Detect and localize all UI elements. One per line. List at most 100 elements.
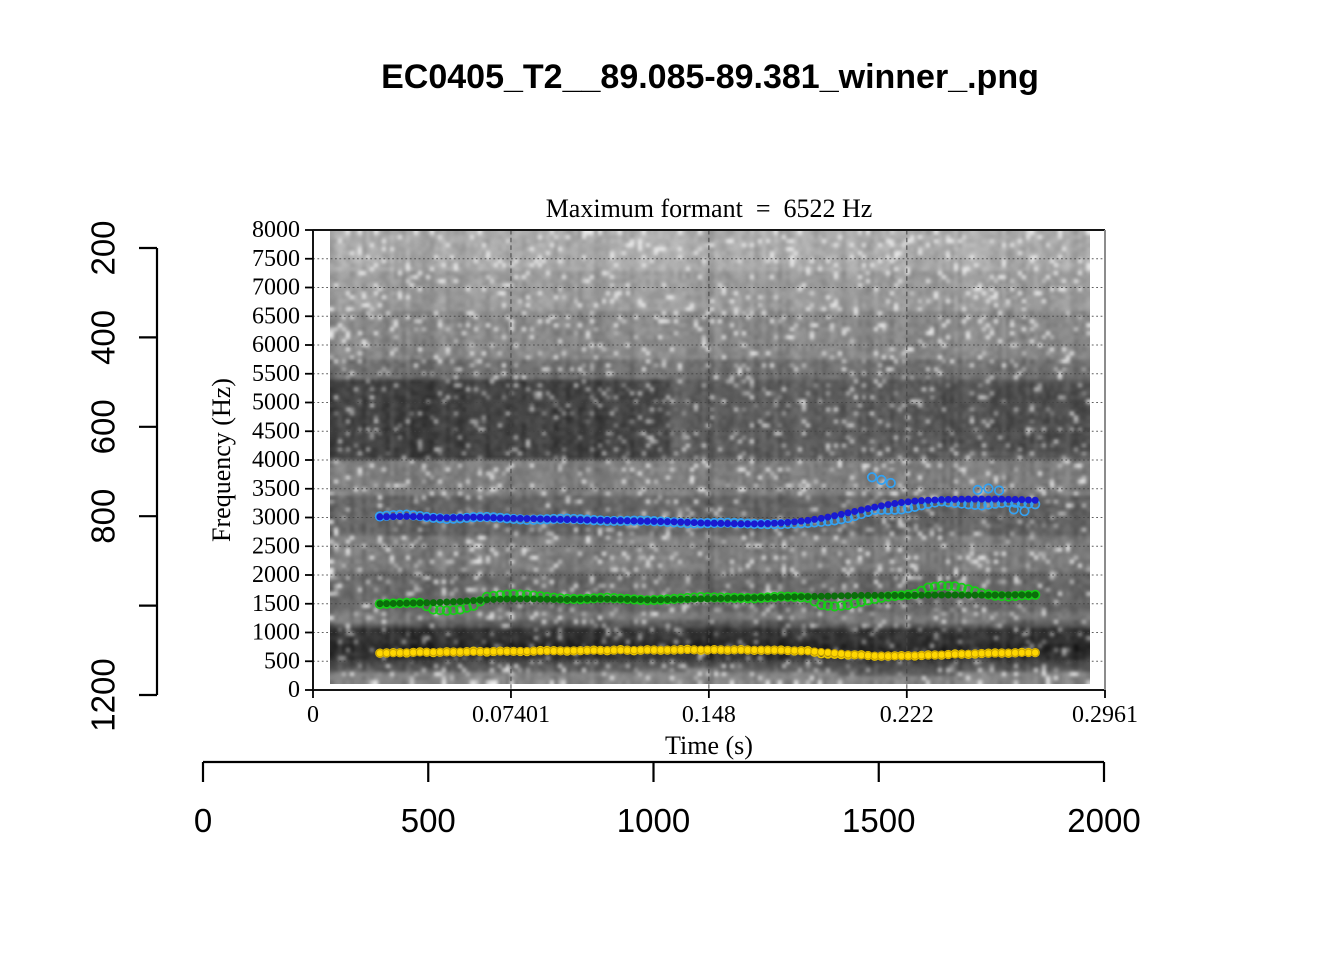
f2-winner-track-dot xyxy=(623,595,631,603)
f2-winner-track-dot xyxy=(931,591,939,599)
f1-winner-track-dot xyxy=(924,651,933,660)
f1-winner-track-dot xyxy=(375,649,384,658)
f3-winner-track-dot xyxy=(443,514,451,522)
f3-winner-track-dot xyxy=(657,518,665,526)
f1-winner-track-dot xyxy=(890,651,899,661)
f2-winner-track-dot xyxy=(991,591,999,599)
f1-winner-track-dot xyxy=(703,645,712,654)
f1-winner-track-dot xyxy=(937,650,946,659)
f3-winner-track-dot xyxy=(697,519,705,527)
x-axis-tick-labels: 0 0.07401 0.148 0.222 0.2961 xyxy=(307,702,1138,728)
f3-winner-track-dot xyxy=(503,514,511,522)
f1-winner-track-dot xyxy=(776,646,786,655)
f3-winner-track-dot xyxy=(436,514,444,522)
f1-winner-track-dot xyxy=(690,645,699,654)
y-tick-label: 3000 xyxy=(252,505,300,531)
f3-winner-track-dot xyxy=(944,496,952,504)
f2-winner-track-dot xyxy=(958,591,966,599)
f2-winner-track-dot xyxy=(998,591,1006,599)
f3-winner-track-dot xyxy=(630,517,638,525)
f2-winner-track-dot xyxy=(463,597,471,605)
f2-winner-track-dot xyxy=(938,591,946,599)
f1-winner-track-dot xyxy=(723,645,732,655)
f1-winner-track-dot xyxy=(1004,648,1013,658)
f3-winner-track-dot xyxy=(576,516,584,524)
f1-winner-track-dot xyxy=(977,649,986,658)
f3-winner-track-dot xyxy=(623,517,631,525)
f2-winner-track-dot xyxy=(951,591,959,599)
f3-winner-track-dot xyxy=(403,512,411,520)
f1-winner-track-dot xyxy=(970,649,980,658)
f2-candidates-dot xyxy=(448,604,459,616)
f3-winner-track-dot xyxy=(998,495,1006,503)
y-tick-label: 2500 xyxy=(252,533,300,559)
f2-winner-track xyxy=(376,591,1039,608)
f2-winner-track-dot xyxy=(784,593,792,601)
f3-winner-track-dot xyxy=(871,503,879,511)
y-tick-label: 7500 xyxy=(252,246,300,272)
f3-winner-track-dot xyxy=(597,516,605,524)
outer-bottom-tick-label: 0 xyxy=(194,802,212,839)
f2-winner-track-dot xyxy=(730,594,738,602)
f3-winner-track-dot xyxy=(924,496,932,504)
f3-winner-track-dot xyxy=(536,515,544,523)
f3-winner-track-dot xyxy=(416,513,424,521)
f1-winner-track-dot xyxy=(389,648,398,658)
f3-winner-track-dot xyxy=(423,513,431,521)
f2-winner-track-dot xyxy=(603,595,611,603)
f1-winner-track-dot xyxy=(1024,648,1033,657)
outer-left-tick-label: 600 xyxy=(85,399,122,454)
f1-winner-track-dot xyxy=(843,650,853,659)
f2-candidates-dot xyxy=(822,600,833,611)
f3-winner-track-dot xyxy=(683,518,691,526)
f1-winner-track-dot xyxy=(529,647,538,656)
f3-winner-track-dot xyxy=(764,520,772,528)
f1-winner-track-dot xyxy=(583,646,592,655)
f1-winner-track-dot xyxy=(502,647,512,656)
f3-winner-track-dot xyxy=(857,506,865,514)
f2-winner-track-dot xyxy=(750,594,758,602)
f2-winner-track-dot xyxy=(550,595,558,603)
f2-winner-track-dot xyxy=(918,591,926,599)
f2-winner-track-dot xyxy=(490,595,498,603)
f2-winner-track-dot xyxy=(1018,591,1026,599)
f1-winner-track-dot xyxy=(429,648,438,657)
f3-candidates-dot xyxy=(1008,504,1019,515)
f2-winner-track-dot xyxy=(964,591,972,599)
f3-winner-track-dot xyxy=(931,496,939,504)
f3-winner-track-dot xyxy=(837,510,845,518)
f1-winner-track-dot xyxy=(663,645,672,655)
f1-winner-track-dot xyxy=(415,648,425,657)
f3-winner-track-dot xyxy=(637,517,645,525)
f1-winner-track-dot xyxy=(656,645,665,655)
f3-winner-track-dot xyxy=(376,513,384,521)
f1-winner-track-dot xyxy=(509,647,518,656)
f3-winner-track-dot xyxy=(603,516,611,524)
y-axis-ticks xyxy=(305,229,313,691)
f3-winner-track-dot xyxy=(851,507,859,515)
f3-winner-track-dot xyxy=(643,517,651,525)
f3-winner-track-dot xyxy=(610,517,618,525)
f1-winner-track-dot xyxy=(516,647,525,656)
f2-winner-track-dot xyxy=(904,591,912,599)
y-tick-label: 7000 xyxy=(252,275,300,301)
f1-winner-track-dot xyxy=(536,646,545,656)
f1-winner-track-dot xyxy=(910,651,919,660)
f2-winner-track-dot xyxy=(523,595,531,603)
f1-winner-track-dot xyxy=(863,651,873,660)
f1-winner-track-dot xyxy=(616,646,625,655)
f3-winner-track-dot xyxy=(790,518,798,526)
f3-winner-track-dot xyxy=(911,497,919,505)
f2-winner-track-dot xyxy=(376,600,384,608)
f1-winner-track-dot xyxy=(496,647,505,656)
f2-winner-track-dot xyxy=(891,591,899,599)
f2-winner-track-dot xyxy=(543,595,551,603)
f2-winner-track-dot xyxy=(944,591,952,599)
f3-winner-track-dot xyxy=(971,495,979,503)
f3-winner-track-dot xyxy=(469,513,477,521)
f3-candidates-dot xyxy=(1019,506,1030,517)
f1-winner-track-dot xyxy=(1017,648,1026,657)
outer-bottom-tick-label: 500 xyxy=(401,802,456,839)
f2-winner-track-dot xyxy=(697,595,705,603)
outer-bottom-tick-label: 1000 xyxy=(617,802,690,839)
